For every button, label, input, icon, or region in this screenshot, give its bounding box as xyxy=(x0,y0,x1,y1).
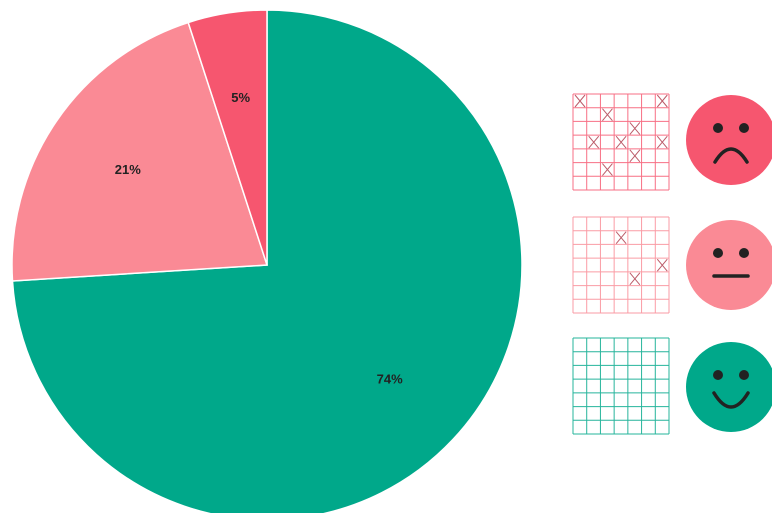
cross-mark xyxy=(588,135,600,149)
cross-mark xyxy=(602,163,613,176)
face-mouth xyxy=(713,147,749,164)
cross-mark xyxy=(656,135,668,149)
cross-mark xyxy=(629,122,641,135)
cross-mark xyxy=(574,94,586,108)
face-eye xyxy=(739,248,749,258)
face-icon xyxy=(686,220,772,310)
grid-icon xyxy=(572,216,670,314)
pie-slice xyxy=(187,9,268,266)
cross-mark xyxy=(656,94,668,108)
cross-mark xyxy=(615,135,627,149)
face-eye xyxy=(739,370,749,380)
cross-mark xyxy=(629,149,641,163)
slice-label: 21% xyxy=(115,162,141,177)
cross-mark xyxy=(615,231,627,245)
face-eye xyxy=(713,123,723,133)
face-icon xyxy=(686,95,772,185)
slice-label: 74% xyxy=(377,372,403,387)
cross-mark xyxy=(656,258,668,272)
face-eye xyxy=(739,123,749,133)
cross-mark xyxy=(629,272,641,286)
grid-icon xyxy=(572,337,670,435)
face-mouth xyxy=(712,391,750,409)
cross-mark xyxy=(602,108,613,122)
slice-label: 5% xyxy=(231,90,250,105)
pie-slice xyxy=(11,21,269,282)
grid-icon xyxy=(572,93,670,191)
face-icon xyxy=(686,342,772,432)
face-eye xyxy=(713,370,723,380)
face-eye xyxy=(713,248,723,258)
